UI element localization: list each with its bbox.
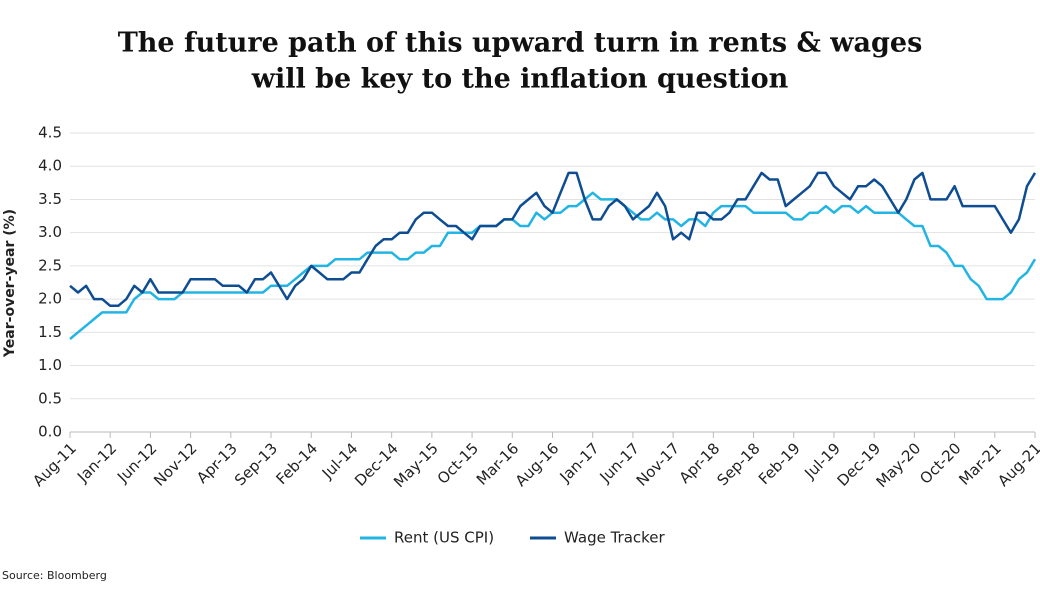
y-axis-label: Year-over-year (%) [2, 209, 18, 358]
legend-label: Rent (US CPI) [394, 529, 494, 547]
y-tick-label: 4.0 [38, 157, 62, 175]
x-tick-label: Oct-20 [916, 439, 964, 487]
y-tick-label: 3.5 [38, 190, 62, 208]
x-tick-label: Jan-17 [556, 439, 603, 486]
y-tick-label: 0.0 [38, 423, 62, 441]
y-tick-label: 1.5 [38, 323, 62, 341]
x-tick-label: May-20 [873, 439, 925, 491]
y-tick-label: 1.0 [38, 356, 62, 374]
x-tick-label: Aug-21 [994, 439, 1040, 490]
y-tick-label: 4.5 [38, 124, 62, 142]
y-tick-label: 0.5 [38, 389, 62, 407]
x-tick-label: Sep-13 [231, 439, 281, 489]
x-tick-label: Oct-15 [434, 439, 482, 487]
x-tick-label: Sep-18 [714, 439, 764, 489]
legend-label: Wage Tracker [564, 529, 666, 547]
x-tick-label: Jan-12 [73, 439, 120, 486]
chart-title: The future path of this upward turn in r… [118, 28, 923, 59]
y-tick-label: 3.0 [38, 223, 62, 241]
source-note: Source: Bloomberg [2, 569, 107, 582]
y-tick-label: 2.5 [38, 256, 62, 274]
chart-title: will be key to the inflation question [251, 64, 789, 95]
x-tick-label: Nov-12 [150, 439, 200, 489]
x-tick-label: Nov-17 [633, 439, 683, 489]
x-tick-label: Feb-14 [272, 439, 321, 488]
x-tick-label: Aug-11 [29, 439, 80, 490]
x-tick-label: Feb-19 [755, 439, 804, 488]
series-line [69, 171, 1037, 308]
x-tick-label: Aug-16 [512, 439, 563, 490]
y-tick-label: 2.0 [38, 290, 62, 308]
x-tick-label: May-15 [390, 439, 442, 491]
